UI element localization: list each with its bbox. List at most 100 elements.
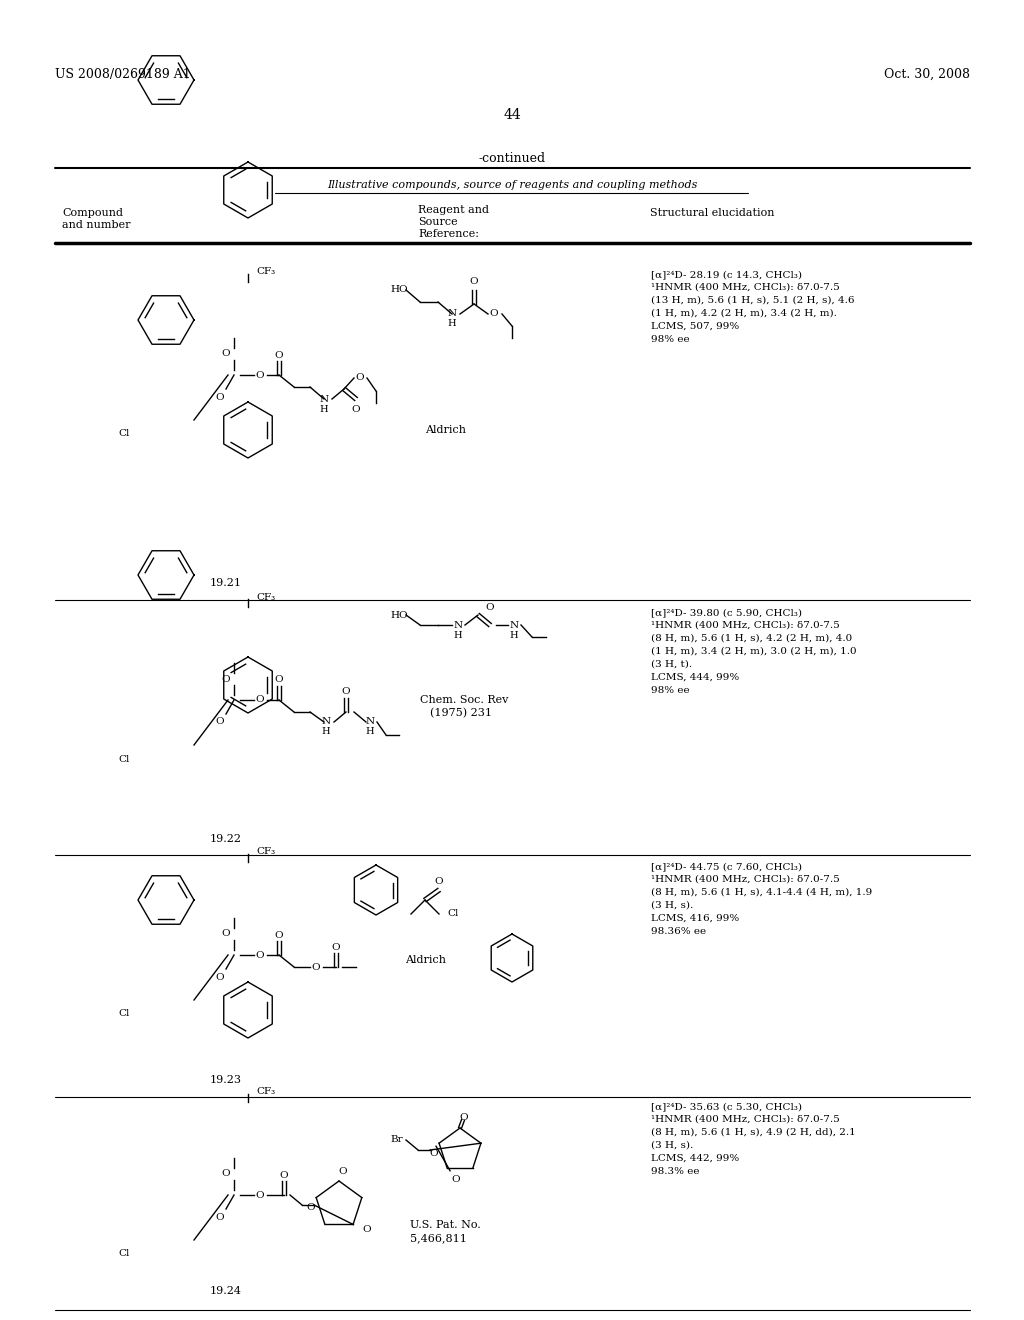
Text: CF₃: CF₃ xyxy=(256,593,275,602)
Text: O: O xyxy=(351,404,360,413)
Text: 19.21: 19.21 xyxy=(210,578,242,587)
Text: Reference:: Reference: xyxy=(418,228,479,239)
Text: Aldrich: Aldrich xyxy=(406,954,446,965)
Text: 98.3% ee: 98.3% ee xyxy=(651,1167,699,1176)
Text: -continued: -continued xyxy=(478,152,546,165)
Text: O: O xyxy=(274,931,284,940)
Text: O: O xyxy=(221,675,230,684)
Text: Structural elucidation: Structural elucidation xyxy=(650,209,774,218)
Text: O: O xyxy=(485,602,495,611)
Text: CF₃: CF₃ xyxy=(256,1088,275,1097)
Text: ¹HNMR (400 MHz, CHCl₃): δ7.0-7.5: ¹HNMR (400 MHz, CHCl₃): δ7.0-7.5 xyxy=(651,282,840,292)
Text: HO: HO xyxy=(390,610,408,619)
Text: O: O xyxy=(470,277,478,286)
Text: Aldrich: Aldrich xyxy=(425,425,466,436)
Text: Cl: Cl xyxy=(119,429,130,438)
Text: 98% ee: 98% ee xyxy=(651,686,689,696)
Text: H: H xyxy=(366,727,375,737)
Text: [α]²⁴D- 44.75 (c 7.60, CHCl₃): [α]²⁴D- 44.75 (c 7.60, CHCl₃) xyxy=(651,862,802,871)
Text: O: O xyxy=(339,1167,347,1176)
Text: O: O xyxy=(311,962,321,972)
Text: 19.24: 19.24 xyxy=(210,1286,242,1296)
Text: LCMS, 507, 99%: LCMS, 507, 99% xyxy=(651,322,739,331)
Text: O: O xyxy=(256,371,264,380)
Text: N: N xyxy=(447,309,457,318)
Text: O: O xyxy=(256,696,264,705)
Text: (8 H, m), 5.6 (1 H, s), 4.2 (2 H, m), 4.0: (8 H, m), 5.6 (1 H, s), 4.2 (2 H, m), 4.… xyxy=(651,634,852,643)
Text: O: O xyxy=(221,350,230,359)
Text: H: H xyxy=(322,727,331,737)
Text: O: O xyxy=(434,878,443,887)
Text: O: O xyxy=(216,973,224,982)
Text: Cl: Cl xyxy=(119,1010,130,1019)
Text: 19.23: 19.23 xyxy=(210,1074,242,1085)
Text: O: O xyxy=(221,929,230,939)
Text: CF₃: CF₃ xyxy=(256,847,275,857)
Text: LCMS, 416, 99%: LCMS, 416, 99% xyxy=(651,913,739,923)
Text: O: O xyxy=(216,392,224,401)
Text: [α]²⁴D- 28.19 (c 14.3, CHCl₃): [α]²⁴D- 28.19 (c 14.3, CHCl₃) xyxy=(651,271,802,279)
Text: and number: and number xyxy=(62,220,130,230)
Text: (3 H, s).: (3 H, s). xyxy=(651,902,693,909)
Text: US 2008/0269189 A1: US 2008/0269189 A1 xyxy=(55,69,190,81)
Text: N: N xyxy=(454,620,463,630)
Text: 44: 44 xyxy=(503,108,521,121)
Text: N: N xyxy=(366,718,375,726)
Text: ¹HNMR (400 MHz, CHCl₃): δ7.0-7.5: ¹HNMR (400 MHz, CHCl₃): δ7.0-7.5 xyxy=(651,620,840,630)
Text: O: O xyxy=(430,1150,438,1159)
Text: Illustrative compounds, source of reagents and coupling methods: Illustrative compounds, source of reagen… xyxy=(327,180,697,190)
Text: (3 H, t).: (3 H, t). xyxy=(651,660,692,669)
Text: Compound: Compound xyxy=(62,209,123,218)
Text: (13 H, m), 5.6 (1 H, s), 5.1 (2 H, s), 4.6: (13 H, m), 5.6 (1 H, s), 5.1 (2 H, s), 4… xyxy=(651,296,854,305)
Text: LCMS, 442, 99%: LCMS, 442, 99% xyxy=(651,1154,739,1163)
Text: U.S. Pat. No.: U.S. Pat. No. xyxy=(410,1220,480,1230)
Text: H: H xyxy=(510,631,518,639)
Text: O: O xyxy=(362,1225,372,1233)
Text: O: O xyxy=(274,676,284,685)
Text: O: O xyxy=(216,1213,224,1221)
Text: Cl: Cl xyxy=(447,909,459,919)
Text: N: N xyxy=(319,395,329,404)
Text: Br: Br xyxy=(390,1135,402,1144)
Text: [α]²⁴D- 35.63 (c 5.30, CHCl₃): [α]²⁴D- 35.63 (c 5.30, CHCl₃) xyxy=(651,1102,802,1111)
Text: O: O xyxy=(306,1203,315,1212)
Text: O: O xyxy=(451,1175,460,1184)
Text: O: O xyxy=(221,1170,230,1179)
Text: 5,466,811: 5,466,811 xyxy=(410,1233,467,1243)
Text: N: N xyxy=(322,718,331,726)
Text: (3 H, s).: (3 H, s). xyxy=(651,1140,693,1150)
Text: O: O xyxy=(256,1191,264,1200)
Text: Reagent and: Reagent and xyxy=(418,205,489,215)
Text: (8 H, m), 5.6 (1 H, s), 4.9 (2 H, dd), 2.1: (8 H, m), 5.6 (1 H, s), 4.9 (2 H, dd), 2… xyxy=(651,1129,856,1137)
Text: 19.22: 19.22 xyxy=(210,834,242,843)
Text: O: O xyxy=(332,942,340,952)
Text: O: O xyxy=(216,718,224,726)
Text: (1975) 231: (1975) 231 xyxy=(430,708,492,718)
Text: CF₃: CF₃ xyxy=(256,268,275,276)
Text: 98.36% ee: 98.36% ee xyxy=(651,927,707,936)
Text: O: O xyxy=(489,309,499,318)
Text: O: O xyxy=(355,374,365,383)
Text: (1 H, m), 4.2 (2 H, m), 3.4 (2 H, m).: (1 H, m), 4.2 (2 H, m), 3.4 (2 H, m). xyxy=(651,309,837,318)
Text: O: O xyxy=(274,351,284,359)
Text: 98% ee: 98% ee xyxy=(651,335,689,345)
Text: Oct. 30, 2008: Oct. 30, 2008 xyxy=(884,69,970,81)
Text: O: O xyxy=(280,1171,289,1180)
Text: O: O xyxy=(256,950,264,960)
Text: LCMS, 444, 99%: LCMS, 444, 99% xyxy=(651,673,739,682)
Text: ¹HNMR (400 MHz, CHCl₃): δ7.0-7.5: ¹HNMR (400 MHz, CHCl₃): δ7.0-7.5 xyxy=(651,1115,840,1125)
Text: Cl: Cl xyxy=(119,755,130,763)
Text: ¹HNMR (400 MHz, CHCl₃): δ7.0-7.5: ¹HNMR (400 MHz, CHCl₃): δ7.0-7.5 xyxy=(651,875,840,884)
Text: N: N xyxy=(509,620,518,630)
Text: O: O xyxy=(342,688,350,697)
Text: H: H xyxy=(319,404,329,413)
Text: O: O xyxy=(460,1114,468,1122)
Text: H: H xyxy=(447,319,457,329)
Text: [α]²⁴D- 39.80 (c 5.90, CHCl₃): [α]²⁴D- 39.80 (c 5.90, CHCl₃) xyxy=(651,609,802,616)
Text: Source: Source xyxy=(418,216,458,227)
Text: Cl: Cl xyxy=(119,1250,130,1258)
Text: (8 H, m), 5.6 (1 H, s), 4.1-4.4 (4 H, m), 1.9: (8 H, m), 5.6 (1 H, s), 4.1-4.4 (4 H, m)… xyxy=(651,888,872,898)
Text: HO: HO xyxy=(390,285,408,294)
Text: (1 H, m), 3.4 (2 H, m), 3.0 (2 H, m), 1.0: (1 H, m), 3.4 (2 H, m), 3.0 (2 H, m), 1.… xyxy=(651,647,857,656)
Text: H: H xyxy=(454,631,462,639)
